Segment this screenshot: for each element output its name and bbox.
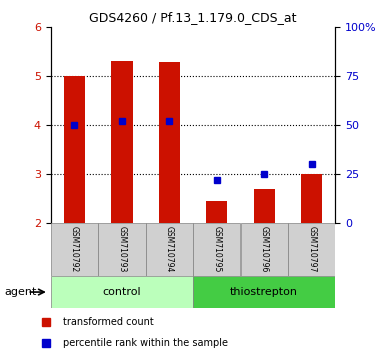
Bar (64, 76, 85, 223)
Bar (193, 223, 241, 276)
Bar (301, 174, 323, 223)
Bar (206, 201, 227, 223)
Text: GSM710796: GSM710796 (260, 226, 269, 273)
Bar (51, 276, 193, 308)
Text: transformed count: transformed count (63, 317, 154, 327)
Bar (288, 223, 335, 276)
Text: GSM710795: GSM710795 (212, 226, 221, 273)
Text: GSM710797: GSM710797 (307, 226, 316, 273)
Bar (193, 276, 335, 308)
Text: thiostrepton: thiostrepton (230, 287, 298, 297)
Bar (159, 62, 180, 223)
Bar (51, 223, 98, 276)
Text: control: control (103, 287, 141, 297)
Bar (254, 189, 275, 223)
Text: agent: agent (4, 287, 36, 297)
Text: GSM710793: GSM710793 (117, 226, 126, 273)
Bar (241, 223, 288, 276)
Bar (111, 61, 133, 223)
Text: GSM710792: GSM710792 (70, 227, 79, 273)
Title: GDS4260 / Pf.13_1.179.0_CDS_at: GDS4260 / Pf.13_1.179.0_CDS_at (89, 11, 297, 24)
Bar (145, 223, 193, 276)
Bar (98, 223, 145, 276)
Text: GSM710794: GSM710794 (165, 226, 174, 273)
Text: percentile rank within the sample: percentile rank within the sample (63, 338, 228, 348)
